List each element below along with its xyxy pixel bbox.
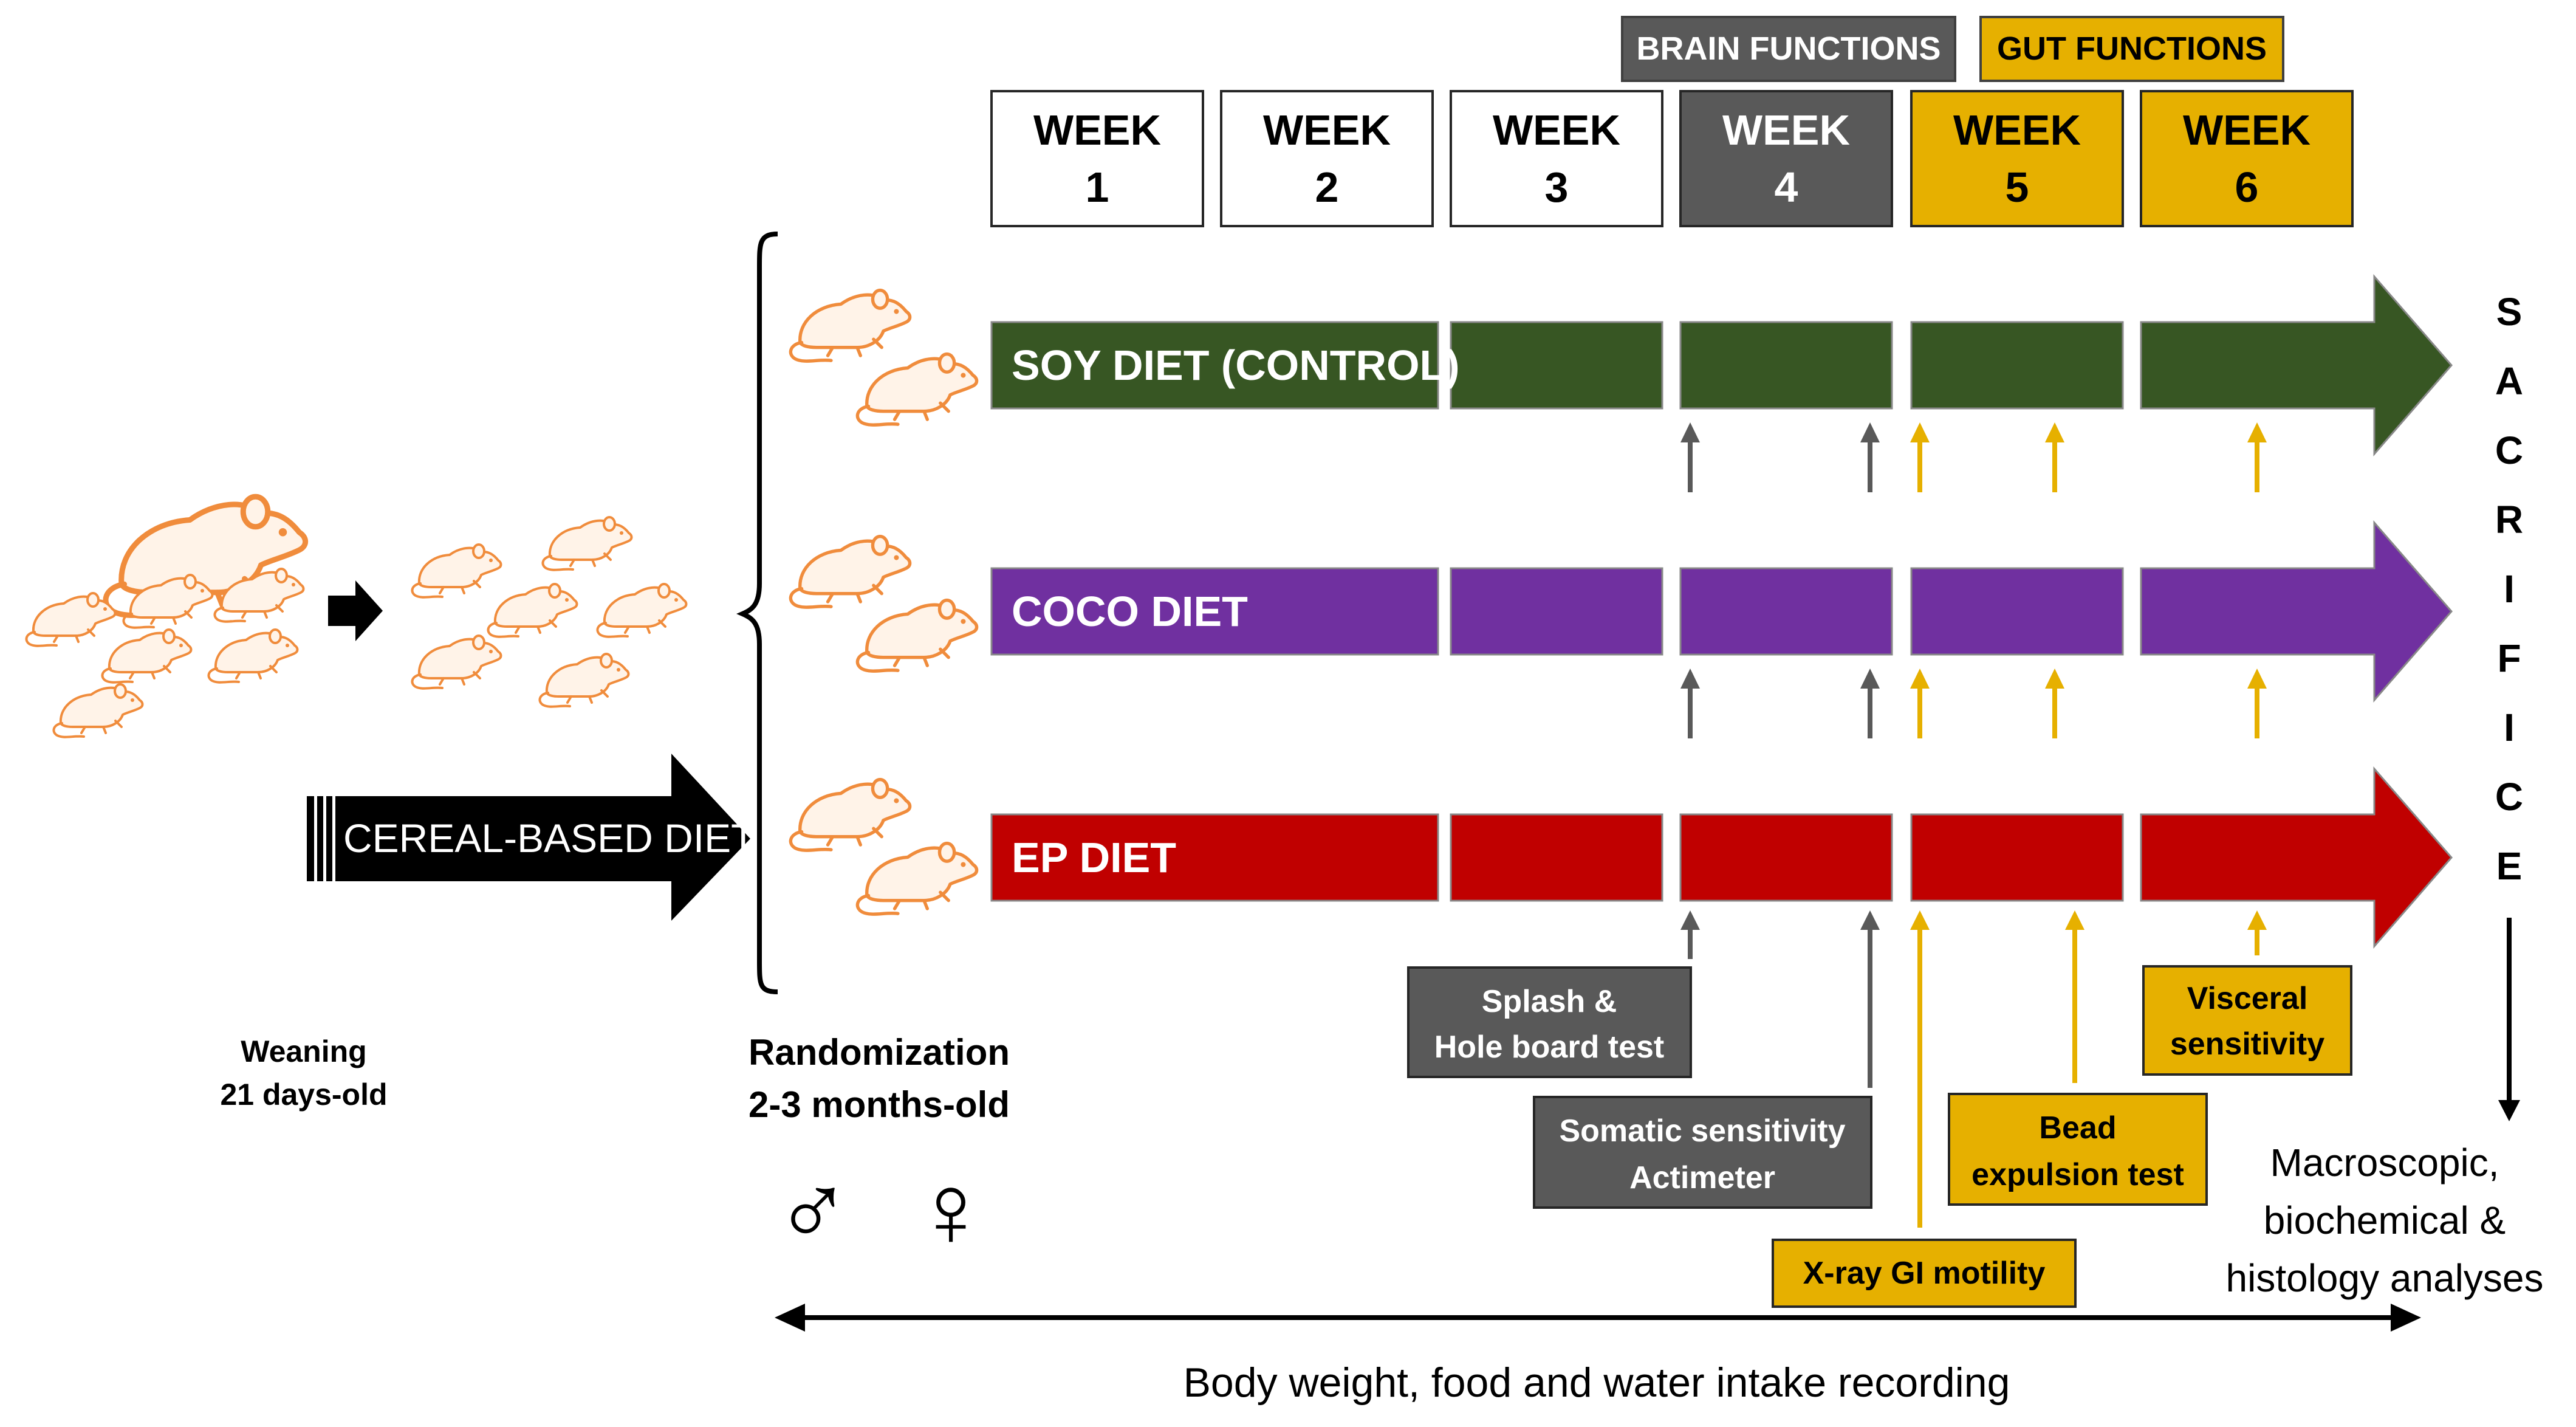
splash-line2: Hole board test <box>1434 1030 1665 1065</box>
brain-functions-header: BRAIN FUNCTIONS <box>1621 16 1956 82</box>
week-label: WEEK <box>1493 106 1620 154</box>
week-box-2: WEEK 2 <box>1220 90 1434 227</box>
sacrifice-letter: E <box>2496 844 2523 888</box>
diet-bar-segment <box>990 567 1439 656</box>
sacrifice-letter: C <box>2495 428 2523 472</box>
diet-group-mice <box>790 291 976 915</box>
bead-line2: expulsion test <box>1971 1157 2184 1192</box>
splash-line1: Splash & <box>1482 984 1617 1019</box>
female-symbol: ♀ <box>912 1153 990 1268</box>
recording-double-arrow <box>775 1304 2421 1332</box>
bead-line1: Bead <box>2039 1110 2116 1146</box>
diet-arrow-head <box>2140 273 2453 457</box>
diet-arrow-head <box>2140 520 2453 703</box>
diet-label: SOY DIET (CONTROL) <box>1012 342 1460 389</box>
sacrifice-down-arrow <box>2498 918 2520 1121</box>
xray-line1: X-ray GI motility <box>1803 1256 2046 1291</box>
sacrifice-letter: F <box>2497 636 2521 680</box>
sacrifice-letter: I <box>2504 567 2515 611</box>
week-number: 1 <box>1086 163 1109 211</box>
week-box-6: WEEK 6 <box>2140 90 2354 227</box>
sacrifice-letter: A <box>2495 359 2523 403</box>
visceral-line1: Visceral <box>2187 981 2308 1016</box>
somatic-line2: Actimeter <box>1629 1160 1775 1195</box>
sacrifice-letter: S <box>2496 290 2523 334</box>
diet-bar-segment <box>1910 567 2124 656</box>
brain-functions-label: BRAIN FUNCTIONS <box>1637 30 1941 67</box>
diet-bar-segment <box>1450 813 1663 902</box>
diet-bar-segment <box>990 321 1439 410</box>
visceral-sensitivity-box: Visceral sensitivity <box>2142 965 2352 1076</box>
diet-bar-segment <box>990 813 1439 902</box>
test-arrows <box>1680 422 2267 1228</box>
diet-bar-segment <box>1450 321 1663 410</box>
somatic-sensitivity-box: Somatic sensitivity Actimeter <box>1533 1096 1872 1209</box>
splash-hole-board-box: Splash & Hole board test <box>1407 966 1692 1078</box>
diet-row-3: EP DIET <box>990 766 2453 949</box>
diet-bar-segment <box>1679 813 1893 902</box>
week-label: WEEK <box>1033 106 1161 154</box>
analyses-line1: Macroscopic, <box>2270 1141 2499 1185</box>
diet-bar-segment <box>1679 567 1893 656</box>
week-number: 4 <box>1775 163 1798 211</box>
sacrifice-letter: R <box>2495 498 2523 542</box>
randomization-label: Randomization 2-3 months-old <box>748 1032 1010 1125</box>
weaning-mice-group <box>25 497 305 738</box>
diet-rows: SOY DIET (CONTROL) COCO DIET EP DIET <box>990 273 2453 949</box>
male-symbol: ♂ <box>774 1153 852 1268</box>
randomization-brace <box>736 232 778 994</box>
diet-bar-segment <box>1910 813 2124 902</box>
cereal-based-diet-arrow: CEREAL-BASED DIET <box>307 754 756 921</box>
week-label: WEEK <box>1722 106 1850 154</box>
weaning-label: Weaning 21 days-old <box>220 1034 387 1112</box>
week-number: 5 <box>2006 163 2029 211</box>
week-label: WEEK <box>1953 106 2081 154</box>
weaning-arrow <box>328 580 383 641</box>
diet-row-1: SOY DIET (CONTROL) <box>990 273 2453 457</box>
diet-row-2: COCO DIET <box>990 520 2453 703</box>
randomization-line2: 2-3 months-old <box>748 1084 1010 1125</box>
week-label: WEEK <box>2183 106 2311 154</box>
diet-bar-segment <box>1910 321 2124 410</box>
week-box-3: WEEK 3 <box>1450 90 1663 227</box>
sacrifice-letter: C <box>2495 775 2523 819</box>
analyses-line2: biochemical & <box>2264 1198 2506 1242</box>
week-number: 6 <box>2235 163 2259 211</box>
week-number: 2 <box>1315 163 1339 211</box>
diet-arrow-head <box>2140 766 2453 949</box>
diet-label: EP DIET <box>1012 834 1176 881</box>
week-box-1: WEEK 1 <box>990 90 1204 227</box>
xray-gi-motility-box: X-ray GI motility <box>1772 1239 2077 1308</box>
week-number: 3 <box>1545 163 1569 211</box>
visceral-line2: sensitivity <box>2170 1026 2324 1062</box>
weaned-mice-group <box>411 516 688 708</box>
weaning-line2: 21 days-old <box>220 1078 387 1112</box>
randomization-line1: Randomization <box>748 1032 1010 1073</box>
cereal-based-diet-label: CEREAL-BASED DIET <box>343 816 756 861</box>
diet-label: COCO DIET <box>1012 588 1248 635</box>
week-label: WEEK <box>1263 106 1391 154</box>
gut-functions-header: GUT FUNCTIONS <box>1979 16 2284 82</box>
week-boxes: WEEK 1 WEEK 2 WEEK 3 WEEK 4 WEEK 5 WEEK 6 <box>990 90 2354 227</box>
sacrifice-letter: I <box>2504 706 2515 749</box>
bead-expulsion-box: Bead expulsion test <box>1948 1093 2208 1206</box>
analyses-line3: histology analyses <box>2226 1256 2544 1300</box>
gut-functions-label: GUT FUNCTIONS <box>1997 30 2267 67</box>
week-box-5: WEEK 5 <box>1910 90 2124 227</box>
week-box-4: WEEK 4 <box>1679 90 1893 227</box>
weaning-line1: Weaning <box>241 1034 366 1068</box>
diet-bar-segment <box>1450 567 1663 656</box>
analyses-label: Macroscopic, biochemical & histology ana… <box>2226 1141 2544 1300</box>
recording-label: Body weight, food and water intake recor… <box>1184 1360 2010 1406</box>
diet-bar-segment <box>1679 321 1893 410</box>
somatic-line1: Somatic sensitivity <box>1559 1113 1845 1149</box>
